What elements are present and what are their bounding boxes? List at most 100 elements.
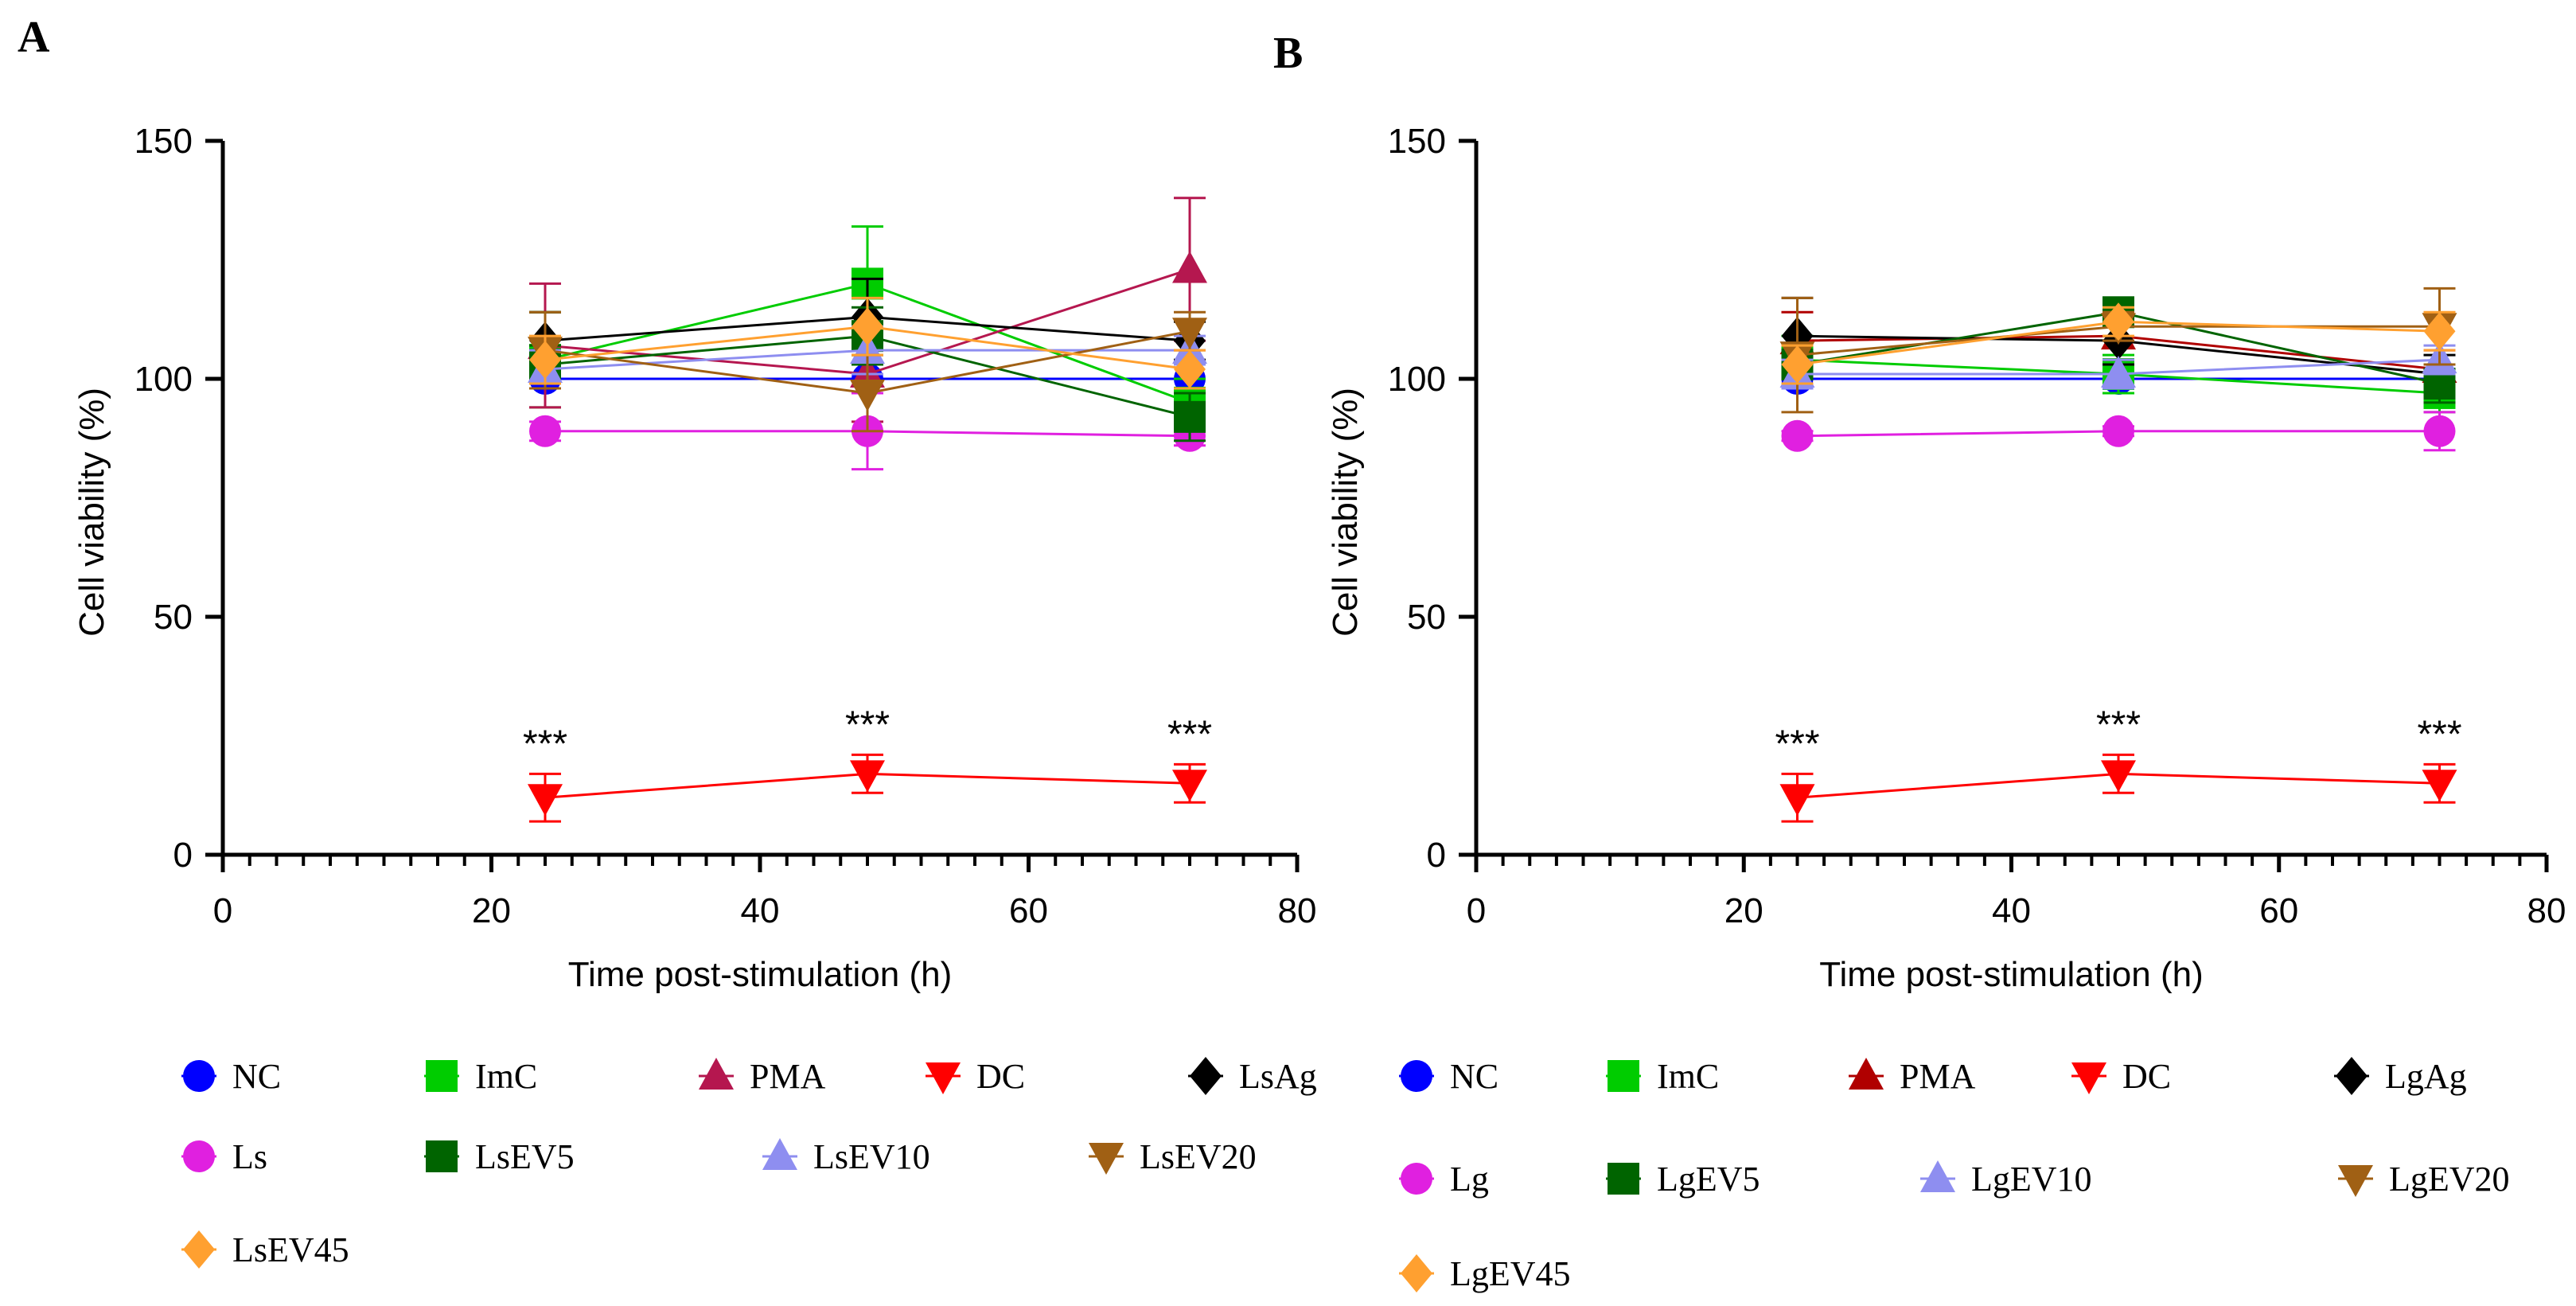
data-point-dc bbox=[1779, 784, 1815, 817]
legend-label: LgEV5 bbox=[1657, 1160, 1760, 1199]
legend-marker bbox=[426, 1140, 458, 1172]
data-point-lsev5 bbox=[1174, 400, 1206, 433]
legend-label: DC bbox=[2122, 1057, 2171, 1096]
legend-marker bbox=[2338, 1165, 2373, 1197]
x-tick-label: 60 bbox=[1009, 891, 1048, 930]
y-tick-label: 50 bbox=[154, 598, 193, 637]
panel-label: B bbox=[1273, 29, 1303, 78]
legend-marker bbox=[762, 1138, 797, 1170]
data-point-lg bbox=[2423, 415, 2456, 447]
y-tick-label: 100 bbox=[134, 360, 193, 399]
data-point-dc bbox=[2422, 770, 2457, 802]
legend-item-lgag: LgAg bbox=[2334, 1057, 2467, 1096]
legend-marker bbox=[1089, 1143, 1124, 1175]
significance-label: *** bbox=[845, 704, 890, 746]
x-tick-label: 40 bbox=[741, 891, 780, 930]
x-tick-label: 20 bbox=[472, 891, 511, 930]
legend-label: LgEV10 bbox=[1971, 1160, 2092, 1199]
x-tick-label: 20 bbox=[1724, 891, 1763, 930]
x-tick-label: 60 bbox=[2259, 891, 2298, 930]
significance-label: *** bbox=[523, 723, 567, 765]
series-lsev45 bbox=[529, 296, 1206, 390]
y-axis-title: Cell viability (%) bbox=[1326, 388, 1365, 637]
data-point-lsev20 bbox=[1172, 318, 1207, 350]
data-point-lgev45 bbox=[2423, 312, 2456, 351]
legend-label: NC bbox=[1450, 1057, 1498, 1096]
data-point-lsev45 bbox=[852, 307, 883, 346]
legend-marker bbox=[1401, 1060, 1432, 1092]
legend-item-ls: Ls bbox=[181, 1137, 267, 1176]
legend-marker bbox=[1608, 1163, 1639, 1195]
panel-b: B 0 20 40 60 80 0 50 100 150 Time post-stimulation… bbox=[1273, 29, 2566, 1293]
data-point-dc bbox=[528, 784, 563, 817]
series-dc bbox=[1779, 753, 2457, 823]
legend: NC ImC PMA DC LsAg Ls LsEV5 LsEV10 LsEV20 LsEV45 bbox=[181, 1057, 1317, 1269]
data-point-dc bbox=[1172, 770, 1207, 802]
panel-label: A bbox=[18, 13, 50, 62]
series-lg bbox=[1781, 411, 2456, 452]
x-tick-label: 0 bbox=[1467, 891, 1486, 930]
legend-item-nc: NC bbox=[181, 1057, 281, 1096]
data-point-dc bbox=[2101, 760, 2136, 793]
data-point-dc bbox=[850, 760, 885, 793]
significance-label: *** bbox=[2096, 704, 2141, 746]
legend-label: LsEV45 bbox=[232, 1230, 349, 1269]
y-tick-label: 150 bbox=[1388, 122, 1446, 161]
y-axis-title: Cell viability (%) bbox=[72, 388, 111, 637]
data-point-lsev45 bbox=[1174, 350, 1206, 389]
legend-marker bbox=[926, 1062, 961, 1094]
legend-item-lsev10: LsEV10 bbox=[762, 1137, 930, 1176]
legend-marker bbox=[699, 1058, 734, 1090]
data-point-lgev10 bbox=[2101, 356, 2136, 388]
legend-item-dc: DC bbox=[926, 1057, 1025, 1096]
legend-item-nc: NC bbox=[1399, 1057, 1498, 1096]
legend-marker bbox=[426, 1060, 458, 1092]
legend-label: LsAg bbox=[1239, 1057, 1317, 1096]
legend-marker bbox=[1401, 1254, 1432, 1292]
legend-label: PMA bbox=[1900, 1057, 1976, 1096]
legend-marker bbox=[1608, 1060, 1639, 1092]
legend-item-imc: ImC bbox=[1606, 1057, 1719, 1096]
legend-item-lgev20: LgEV20 bbox=[2338, 1160, 2510, 1199]
x-tick-label: 80 bbox=[2527, 891, 2566, 930]
data-point-lsev20 bbox=[850, 379, 885, 411]
data-point-pma bbox=[1172, 251, 1207, 283]
legend: NC ImC PMA DC LgAg Lg LgEV5 LgEV10 LgEV20 LgEV45 bbox=[1399, 1057, 2510, 1293]
x-axis-title: Time post-stimulation (h) bbox=[568, 955, 953, 994]
legend-label: LgEV45 bbox=[1450, 1254, 1571, 1293]
legend-marker bbox=[1920, 1160, 1955, 1192]
legend-label: Lg bbox=[1450, 1160, 1489, 1199]
significance-label: *** bbox=[1167, 713, 1212, 755]
legend-marker bbox=[2071, 1062, 2106, 1094]
legend-item-pma: PMA bbox=[699, 1057, 826, 1096]
legend-item-lgev5: LgEV5 bbox=[1606, 1160, 1760, 1199]
data-point-lgev45 bbox=[2102, 302, 2134, 341]
y-tick-label: 100 bbox=[1388, 360, 1446, 399]
y-tick-label: 150 bbox=[134, 122, 193, 161]
significance-label: *** bbox=[1775, 723, 1819, 765]
legend-marker bbox=[183, 1230, 215, 1269]
legend-label: LsEV10 bbox=[813, 1137, 930, 1176]
series-group bbox=[528, 197, 1207, 823]
significance-label: *** bbox=[2417, 713, 2461, 755]
y-tick-label: 50 bbox=[1407, 598, 1446, 637]
legend-marker bbox=[2336, 1057, 2368, 1095]
legend-label: LsEV5 bbox=[475, 1137, 575, 1176]
x-tick-label: 0 bbox=[213, 891, 232, 930]
legend-item-lsev20: LsEV20 bbox=[1089, 1137, 1257, 1176]
legend-item-lg: Lg bbox=[1399, 1160, 1489, 1199]
legend-marker bbox=[183, 1060, 215, 1092]
series-group bbox=[1779, 287, 2457, 823]
data-point-lg bbox=[1781, 419, 1814, 452]
series-dc bbox=[528, 753, 1207, 823]
data-point-lgev45 bbox=[1781, 345, 1814, 384]
legend-marker bbox=[1849, 1058, 1884, 1090]
legend-label: NC bbox=[232, 1057, 281, 1096]
legend-marker bbox=[183, 1140, 215, 1172]
panel-a: A 0 20 40 60 80 0 50 100 150 Time post-stimulation… bbox=[18, 13, 1317, 1269]
legend-label: PMA bbox=[750, 1057, 826, 1096]
legend-item-lsag: LsAg bbox=[1188, 1057, 1317, 1096]
legend-item-lsev5: LsEV5 bbox=[424, 1137, 575, 1176]
legend-label: DC bbox=[976, 1057, 1025, 1096]
